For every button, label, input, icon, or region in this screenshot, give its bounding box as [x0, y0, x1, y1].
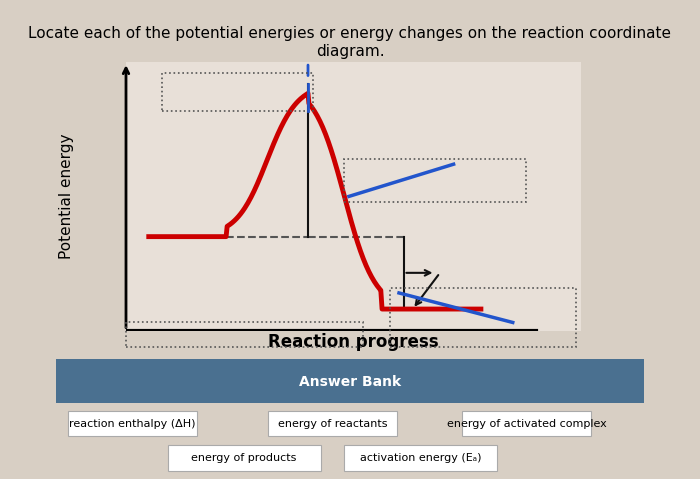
Bar [462, 411, 591, 436]
Bar [267, 411, 397, 436]
Bar [344, 159, 526, 202]
Text: Potential energy: Potential energy [60, 134, 74, 259]
X-axis label: Reaction progress: Reaction progress [268, 333, 439, 351]
Text: Locate each of the potential energies or energy changes on the reaction coordina: Locate each of the potential energies or… [29, 26, 671, 59]
Text: reaction enthalpy (ΔH): reaction enthalpy (ΔH) [69, 419, 196, 429]
Text: energy of reactants: energy of reactants [278, 419, 387, 429]
Bar [168, 445, 321, 471]
Bar [126, 322, 363, 347]
Bar [390, 287, 577, 347]
Bar [344, 445, 497, 471]
Text: activation energy (Eₐ): activation energy (Eₐ) [360, 453, 482, 463]
Text: Answer Bank: Answer Bank [299, 375, 401, 389]
Bar [68, 411, 197, 436]
Text: energy of products: energy of products [192, 453, 297, 463]
Text: energy of activated complex: energy of activated complex [447, 419, 606, 429]
Bar [56, 359, 644, 403]
Bar [162, 73, 312, 111]
